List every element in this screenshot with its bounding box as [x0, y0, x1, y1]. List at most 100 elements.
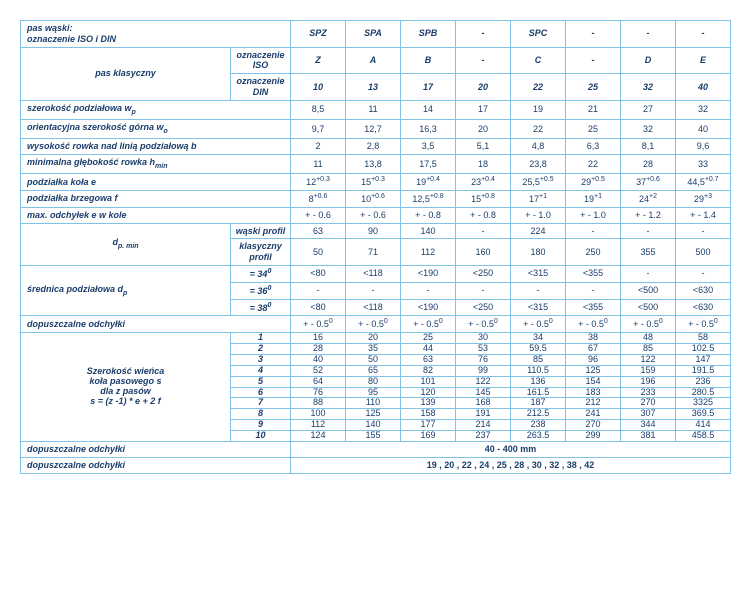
- param-value: + - 1.4: [676, 207, 731, 223]
- rim-value: 139: [401, 398, 456, 409]
- narrow-belt-label: pas wąski: oznaczenie ISO i DIN: [21, 21, 291, 48]
- rim-value: 177: [401, 420, 456, 431]
- param-value: 32: [621, 119, 676, 138]
- diameter-value: <630: [676, 282, 731, 299]
- rim-value: 158: [401, 409, 456, 420]
- param-value: 3,5: [401, 139, 456, 155]
- diameter-value: <118: [346, 299, 401, 316]
- param-value: 25: [566, 119, 621, 138]
- rim-value: 136: [511, 376, 566, 387]
- rim-value: 236: [676, 376, 731, 387]
- rim-value: 191.5: [676, 365, 731, 376]
- rim-value: 80: [346, 376, 401, 387]
- rim-value: 125: [346, 409, 401, 420]
- param-label: szerokość podziałowa wp: [21, 100, 291, 119]
- rim-value: 307: [621, 409, 676, 420]
- param-value: + - 0.8: [401, 207, 456, 223]
- rim-value: 212: [566, 398, 621, 409]
- param-value: 15+0.8: [456, 190, 511, 207]
- diameter-value: -: [676, 265, 731, 282]
- param-value: 5,1: [456, 139, 511, 155]
- param-value: 11: [291, 154, 346, 173]
- rim-value: 95: [346, 387, 401, 398]
- param-value: 14: [401, 100, 456, 119]
- diameter-value: -: [401, 282, 456, 299]
- diameter-value: <190: [401, 265, 456, 282]
- rim-value: 159: [621, 365, 676, 376]
- param-value: 33: [676, 154, 731, 173]
- rim-value: 241: [566, 409, 621, 420]
- rim-value: 76: [456, 354, 511, 365]
- tolerance-1-label: dopuszczalne odchyłki: [21, 316, 291, 333]
- rim-value: 82: [401, 365, 456, 376]
- rim-value: 101: [401, 376, 456, 387]
- rim-value: 28: [291, 344, 346, 355]
- rim-value: 100: [291, 409, 346, 420]
- param-value: 17+1: [511, 190, 566, 207]
- rim-value: 458.5: [676, 431, 731, 442]
- rim-value: 125: [566, 365, 621, 376]
- rim-value: 53: [456, 344, 511, 355]
- diameter-value: -: [511, 282, 566, 299]
- param-label: wysokość rowka nad linią podziałową b: [21, 139, 291, 155]
- param-value: 9,7: [291, 119, 346, 138]
- param-value: 11: [346, 100, 401, 119]
- rim-value: 63: [401, 354, 456, 365]
- rim-row-index: 1: [231, 333, 291, 344]
- rim-value: 155: [346, 431, 401, 442]
- param-label: podziałka brzegowa f: [21, 190, 291, 207]
- narrow-profile-label: wąski profil: [231, 223, 291, 239]
- rim-value: 35: [346, 344, 401, 355]
- rim-value: 270: [621, 398, 676, 409]
- param-value: 32: [676, 100, 731, 119]
- rim-value: 161.5: [511, 387, 566, 398]
- rim-value: 187: [511, 398, 566, 409]
- param-label: max. odchyłek e w kole: [21, 207, 291, 223]
- rim-value: 381: [621, 431, 676, 442]
- belt-spec-table: pas wąski: oznaczenie ISO i DIN SPZ SPA …: [20, 20, 731, 474]
- param-value: 37+0.6: [621, 174, 676, 191]
- param-value: + - 1.0: [566, 207, 621, 223]
- param-value: 23+0.4: [456, 174, 511, 191]
- param-value: + - 0.6: [346, 207, 401, 223]
- diameter-value: -: [621, 265, 676, 282]
- param-value: 40: [676, 119, 731, 138]
- rim-value: 183: [566, 387, 621, 398]
- angle-label: = 380: [231, 299, 291, 316]
- rim-value: 168: [456, 398, 511, 409]
- rim-value: 122: [456, 376, 511, 387]
- param-value: 13,8: [346, 154, 401, 173]
- param-value: 44,5+0.7: [676, 174, 731, 191]
- col-spa: SPA: [346, 21, 401, 48]
- diameter-value: <315: [511, 299, 566, 316]
- param-value: 29+0.5: [566, 174, 621, 191]
- param-value: 8+0.6: [291, 190, 346, 207]
- param-value: 19+0.4: [401, 174, 456, 191]
- rim-value: 263.5: [511, 431, 566, 442]
- diameter-value: <355: [566, 265, 621, 282]
- rim-value: 414: [676, 420, 731, 431]
- rim-value: 196: [621, 376, 676, 387]
- rim-value: 65: [346, 365, 401, 376]
- diameter-value: <500: [621, 282, 676, 299]
- col-spc: SPC: [511, 21, 566, 48]
- param-value: 15+0.3: [346, 174, 401, 191]
- param-value: 21: [566, 100, 621, 119]
- rim-value: 238: [511, 420, 566, 431]
- rim-value: 122: [621, 354, 676, 365]
- param-value: 19: [511, 100, 566, 119]
- param-value: + - 1.2: [621, 207, 676, 223]
- angle-label: = 360: [231, 282, 291, 299]
- diameter-value: <80: [291, 299, 346, 316]
- diameter-value: <190: [401, 299, 456, 316]
- col-spz: SPZ: [291, 21, 346, 48]
- rim-value: 25: [401, 333, 456, 344]
- param-value: 25,5+0.5: [511, 174, 566, 191]
- rim-value: 3325: [676, 398, 731, 409]
- rim-value: 344: [621, 420, 676, 431]
- diameter-value: -: [346, 282, 401, 299]
- rim-value: 58: [676, 333, 731, 344]
- rim-value: 112: [291, 420, 346, 431]
- param-value: 4,8: [511, 139, 566, 155]
- param-value: 28: [621, 154, 676, 173]
